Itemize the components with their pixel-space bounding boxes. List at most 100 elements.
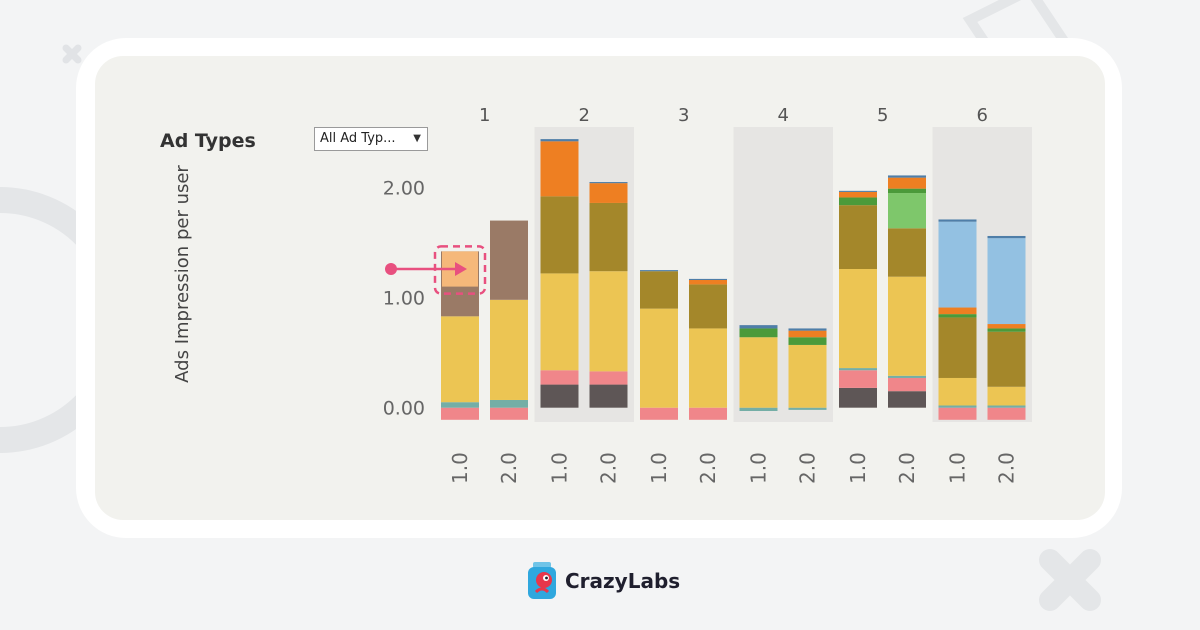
bar-segment [689, 328, 727, 408]
bar-segment [987, 386, 1026, 406]
bar-segment [788, 328, 827, 331]
bar-segment [987, 407, 1026, 420]
bar-segment [839, 387, 877, 408]
bar-segment [689, 407, 727, 420]
bar-segment [839, 368, 877, 371]
bar-segment [589, 202, 628, 272]
x-tick-label: 1.0 [846, 452, 870, 484]
bar-stack [888, 175, 926, 408]
bar-segment [938, 307, 977, 315]
bar-segment [888, 193, 926, 229]
bar-segment [540, 141, 579, 197]
bar-segment [839, 190, 877, 192]
bar-segment [938, 221, 977, 308]
jar-mascot-icon [528, 562, 556, 599]
bar-segment [987, 331, 1026, 387]
x-tick-label: 2.0 [597, 452, 621, 484]
bar-stack [938, 219, 977, 420]
bar-stack [640, 270, 678, 420]
x-tick-label: 1.0 [946, 452, 970, 484]
bar-segment [938, 219, 977, 222]
bar-segment [839, 191, 877, 198]
bar-stack [589, 182, 628, 408]
y-tick-label: 1.00 [383, 288, 425, 310]
x-tick-label: 1.0 [448, 452, 472, 484]
x-tick-label: 2.0 [995, 452, 1019, 484]
bar-segment [938, 377, 977, 406]
bar-segment [589, 271, 628, 372]
bar-segment [938, 314, 977, 318]
y-tick-label: 0.00 [383, 398, 425, 420]
bar-segment [788, 337, 827, 345]
x-tick-label: 2.0 [497, 452, 521, 484]
filter-label: Ad Types [160, 130, 256, 152]
bar-segment [839, 268, 877, 369]
bar-segment [640, 308, 678, 408]
bar-segment [589, 183, 628, 203]
group-header: 5 [877, 105, 888, 126]
bar-segment [938, 405, 977, 408]
bar-segment [540, 384, 579, 408]
bar-stack [788, 328, 827, 410]
bar-stack [490, 220, 528, 420]
bar-segment [490, 220, 528, 300]
x-tick-label: 2.0 [796, 452, 820, 484]
bar-segment [490, 399, 528, 408]
bar-segment [540, 273, 579, 371]
ad-type-dropdown-value: All Ad Typ... [320, 131, 396, 146]
bar-segment [640, 270, 678, 272]
bar-segment [839, 205, 877, 269]
bar-segment [987, 405, 1026, 408]
y-axis-title: Ads Impression per user [172, 165, 193, 383]
bar-stack [540, 139, 579, 408]
bar-segment [987, 238, 1026, 325]
bar-segment [689, 284, 727, 329]
bar-segment [540, 139, 579, 142]
group-header: 2 [579, 105, 590, 126]
group-header: 4 [778, 105, 789, 126]
bar-segment [689, 278, 727, 281]
bar-segment [540, 370, 579, 385]
arrow-head-icon [455, 261, 467, 276]
bar-segment [987, 324, 1026, 329]
x-tick-label: 2.0 [696, 452, 720, 484]
bar-segment [689, 280, 727, 285]
bar-segment [441, 402, 479, 408]
bar-segment [987, 235, 1026, 239]
bar-segment [540, 196, 579, 274]
x-tick-label: 1.0 [548, 452, 572, 484]
bar-segment [441, 316, 479, 403]
bar-segment [888, 377, 926, 392]
bar-stack [689, 278, 727, 420]
bar-segment [888, 175, 926, 178]
bar-segment [490, 299, 528, 400]
y-tick-label: 2.00 [383, 178, 425, 200]
group-header: 6 [977, 105, 988, 126]
bar-segment [739, 328, 778, 338]
bar-segment [739, 325, 778, 329]
bar-segment [589, 384, 628, 408]
x-tick-label: 1.0 [647, 452, 671, 484]
bar-stack [739, 325, 778, 411]
brand: CrazyLabs [527, 562, 680, 600]
group-header: 3 [678, 105, 689, 126]
bar-segment [839, 370, 877, 388]
bar-segment [888, 391, 926, 408]
bar-segment [788, 407, 827, 410]
bar-segment [888, 276, 926, 376]
bar-stack [987, 235, 1026, 420]
bar-segment [739, 407, 778, 411]
bar-segment [888, 188, 926, 194]
bar-segment [589, 182, 628, 184]
bar-stack [839, 190, 877, 408]
ad-type-dropdown[interactable]: All Ad Typ... ▼ [314, 127, 428, 151]
bar-segment [888, 228, 926, 277]
bar-segment [441, 407, 479, 420]
bar-segment [640, 271, 678, 309]
bar-segment [640, 407, 678, 420]
bar-segment [839, 197, 877, 206]
bar-segment [888, 177, 926, 189]
bar-segment [589, 371, 628, 385]
x-tick-label: 1.0 [747, 452, 771, 484]
